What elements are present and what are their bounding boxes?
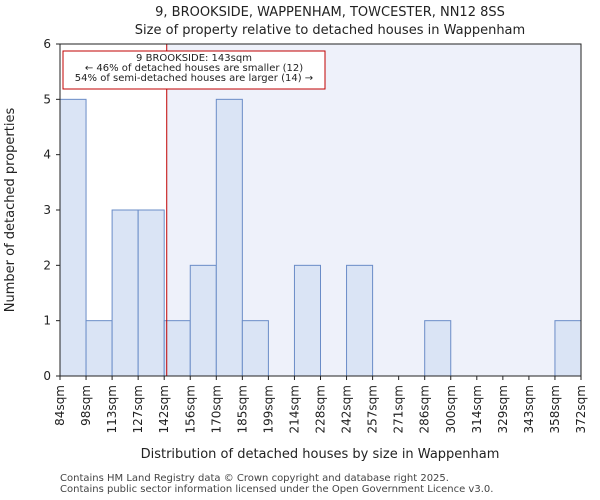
y-tick-label: 4	[43, 148, 51, 162]
x-tick-label: 142sqm	[157, 385, 171, 433]
annotation-frame	[62, 50, 326, 90]
x-tick-label: 257sqm	[366, 385, 380, 433]
y-axis-ticks: 0 1 2 3 4 5 6	[43, 37, 60, 383]
bar-142sqm	[163, 320, 191, 377]
x-tick-label: 314sqm	[470, 385, 484, 433]
bar-156sqm	[189, 264, 217, 377]
x-tick-label: 286sqm	[418, 385, 432, 433]
x-axis-ticks: 84sqm 98sqm 113sqm 127sqm 142sqm 156sqm 170sqm…	[53, 376, 588, 433]
x-tick-label: 372sqm	[574, 385, 588, 433]
footer-line-2: Contains public sector information licen…	[60, 484, 494, 495]
x-tick-label: 300sqm	[444, 385, 458, 433]
y-tick-label: 2	[43, 258, 51, 272]
bars	[59, 98, 582, 377]
y-tick-label: 0	[43, 369, 51, 383]
x-tick-label: 127sqm	[131, 385, 145, 433]
bar-113sqm	[111, 209, 139, 377]
x-tick-label: 214sqm	[287, 385, 301, 433]
chart-subtitle: Size of property relative to detached ho…	[135, 23, 525, 38]
x-tick-label: 170sqm	[209, 385, 223, 433]
x-tick-label: 84sqm	[53, 385, 67, 426]
y-tick-label: 1	[43, 314, 51, 328]
footer-line-1: Contains HM Land Registry data © Crown c…	[60, 473, 449, 484]
y-tick-label: 3	[43, 203, 51, 217]
bar-98sqm	[85, 320, 113, 377]
y-tick-label: 6	[43, 37, 51, 51]
x-tick-label: 242sqm	[340, 385, 354, 433]
bar-286sqm	[424, 320, 452, 377]
x-tick-label: 199sqm	[261, 385, 275, 433]
bar-84sqm	[59, 98, 87, 377]
bar-185sqm	[241, 320, 269, 377]
chart-title: 9, BROOKSIDE, WAPPENHAM, TOWCESTER, NN12…	[155, 5, 505, 20]
x-tick-label: 228sqm	[314, 385, 328, 433]
y-axis-label: Number of detached properties	[3, 108, 18, 313]
x-tick-label: 98sqm	[79, 385, 93, 426]
x-tick-label: 343sqm	[522, 385, 536, 433]
y-tick-label: 5	[43, 92, 51, 106]
x-tick-label: 185sqm	[235, 385, 249, 433]
x-tick-label: 358sqm	[548, 385, 562, 433]
annotation-box: 9 BROOKSIDE: 143sqm ← 46% of detached ho…	[62, 50, 326, 90]
bar-170sqm	[215, 98, 243, 377]
annotation-line-2: ← 46% of detached houses are smaller (12…	[85, 63, 303, 74]
annotation-line-3: 54% of semi-detached houses are larger (…	[75, 73, 313, 84]
x-tick-label: 271sqm	[392, 385, 406, 433]
bar-127sqm	[137, 209, 165, 377]
bar-242sqm	[346, 264, 374, 377]
bar-214sqm	[293, 264, 322, 377]
x-axis-label: Distribution of detached houses by size …	[141, 447, 500, 462]
x-tick-label: 156sqm	[183, 385, 197, 433]
annotation-line-1: 9 BROOKSIDE: 143sqm	[136, 53, 252, 64]
x-tick-label: 329sqm	[496, 385, 510, 433]
bar-358sqm	[554, 320, 582, 377]
x-tick-label: 113sqm	[105, 385, 119, 433]
